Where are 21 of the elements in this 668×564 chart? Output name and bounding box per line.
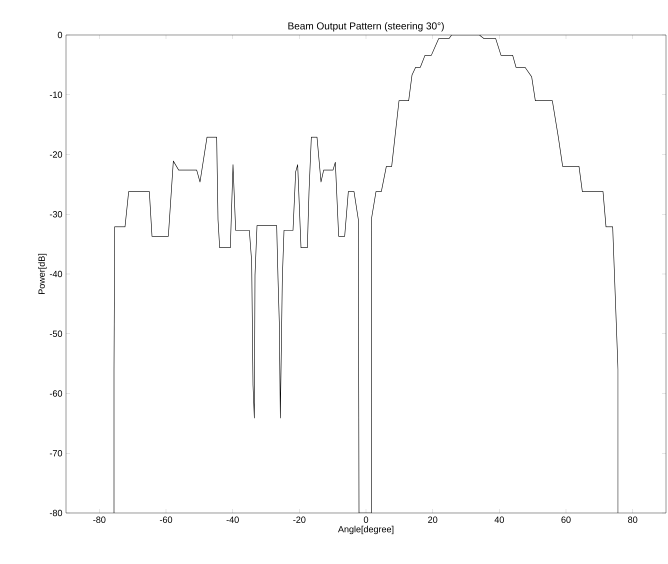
x-tick-label: -20 — [293, 516, 306, 523]
y-tick-label: -70 — [50, 450, 62, 456]
x-tick-label: 80 — [628, 516, 638, 523]
x-tick-label: -40 — [226, 516, 239, 523]
y-tick-label: -40 — [50, 270, 62, 278]
y-axis-title: Power[dB] — [38, 254, 47, 294]
x-axis-title: Angle[degree] — [338, 526, 394, 534]
y-tick-label: 0 — [58, 32, 62, 38]
y-tick-label: -50 — [50, 330, 62, 337]
x-tick-label: 20 — [428, 516, 438, 523]
x-tick-label: 40 — [494, 516, 504, 523]
y-tick-label: -10 — [50, 92, 62, 98]
x-tick-label: -80 — [93, 516, 106, 523]
x-tick-label: 60 — [561, 516, 571, 523]
y-tick-label: -80 — [50, 510, 62, 516]
y-tick-label: -60 — [50, 390, 62, 397]
y-tick-label: -30 — [50, 211, 62, 218]
x-tick-label: 0 — [364, 516, 368, 523]
chart-title: Beam Output Pattern (steering 30°) — [288, 22, 444, 32]
y-tick-label: -20 — [50, 151, 62, 158]
x-tick-label: -60 — [160, 516, 172, 523]
